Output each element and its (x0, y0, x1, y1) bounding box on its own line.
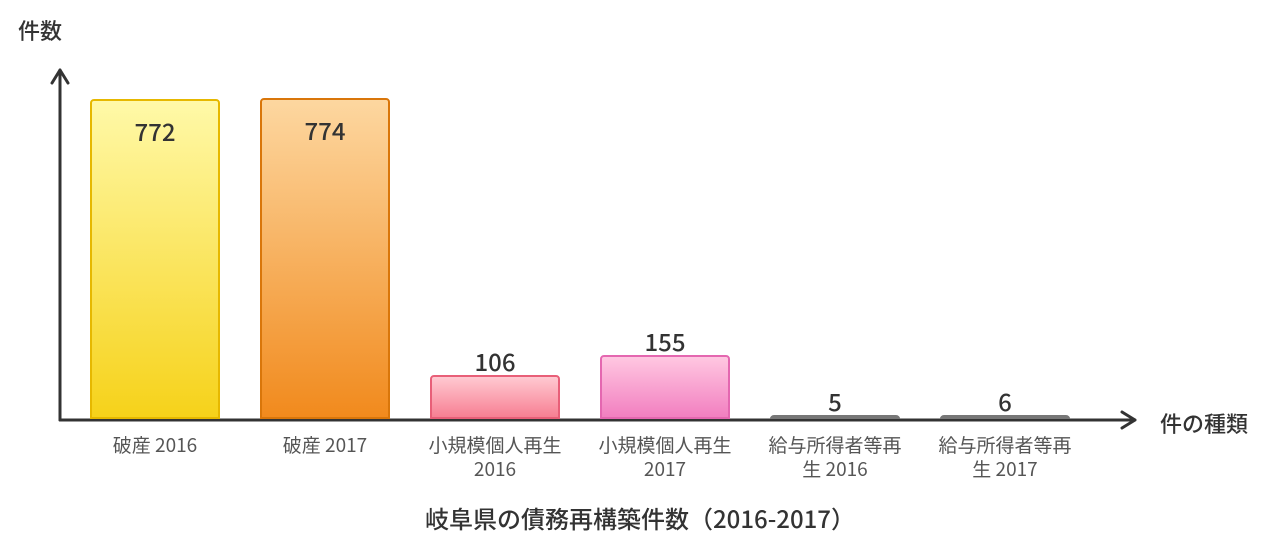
x-category-label: 給与所得者等再 生 2017 (920, 433, 1090, 481)
bar: 6 (940, 415, 1070, 419)
x-category-label: 破産 2017 (240, 433, 410, 457)
bar-chart: 件数 件の種類 77277410615556 破産 2016破産 2017小規模… (0, 0, 1280, 553)
bar-value-label: 6 (998, 383, 1012, 418)
bar: 5 (770, 415, 900, 419)
x-category-label: 給与所得者等再 生 2016 (750, 433, 920, 481)
plot-area: 772 774 106 155 5 6 (60, 70, 1110, 420)
bar: 155 (600, 355, 730, 419)
x-category-label: 破産 2016 (70, 433, 240, 457)
x-axis-title: 件の種類 (1160, 407, 1248, 439)
bar-value-label: 155 (644, 323, 685, 358)
bar: 774 (260, 98, 390, 419)
bar-value-label: 774 (304, 112, 345, 147)
bar-value-label: 5 (828, 383, 842, 418)
bar: 106 (430, 375, 560, 419)
x-category-label: 小規模個人再生 2017 (580, 433, 750, 481)
bar: 772 (90, 99, 220, 419)
bars-layer: 772 774 106 155 5 6 (60, 70, 1110, 420)
bar-value-label: 106 (474, 343, 515, 378)
y-axis-title: 件数 (18, 14, 62, 46)
chart-title: 岐阜県の債務再構築件数（2016-2017） (0, 500, 1280, 535)
x-category-label: 小規模個人再生 2016 (410, 433, 580, 481)
bar-value-label: 772 (134, 113, 175, 148)
